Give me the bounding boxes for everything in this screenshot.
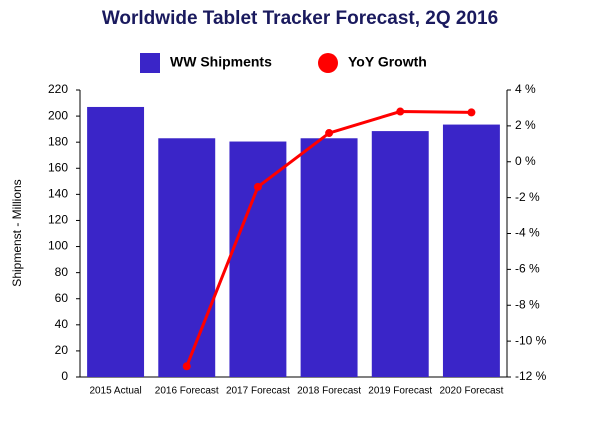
point <box>396 107 405 116</box>
y2-tick-label: 0 % <box>515 154 536 168</box>
y-tick-label: 200 <box>48 108 68 122</box>
y2-tick-label: 4 % <box>515 82 536 96</box>
bar <box>229 141 287 377</box>
legend-marker <box>318 53 338 73</box>
y-tick-label: 0 <box>61 369 68 383</box>
y-axis-title: Shipmenst - Millions <box>10 179 24 286</box>
y-tick-label: 40 <box>55 317 69 331</box>
y-tick-label: 120 <box>48 213 68 227</box>
y2-tick-label: -4 % <box>515 226 540 240</box>
bar <box>371 131 429 377</box>
y-tick-label: 140 <box>48 187 68 201</box>
y-tick-label: 20 <box>55 343 69 357</box>
point <box>182 362 191 371</box>
y-tick-label: 60 <box>55 291 69 305</box>
point <box>325 129 334 138</box>
point <box>253 182 262 191</box>
bar <box>300 138 358 377</box>
legend-label: WW Shipments <box>170 54 272 70</box>
y2-tick-label: -8 % <box>515 297 540 311</box>
y2-tick-label: -12 % <box>515 369 547 383</box>
x-tick-label: 2017 Forecast <box>226 386 290 397</box>
y-tick-label: 160 <box>48 160 68 174</box>
x-tick-label: 2019 Forecast <box>368 386 432 397</box>
y-tick-label: 180 <box>48 134 68 148</box>
bar <box>158 138 216 377</box>
x-tick-label: 2016 Forecast <box>155 386 219 397</box>
legend-marker <box>140 53 160 73</box>
bar <box>442 124 500 377</box>
x-tick-label: 2015 Actual <box>89 386 141 397</box>
bar <box>87 106 145 377</box>
x-tick-label: 2020 Forecast <box>439 386 503 397</box>
y-tick-label: 220 <box>48 82 68 96</box>
y-tick-label: 100 <box>48 239 68 253</box>
point <box>467 108 476 117</box>
chart-title: Worldwide Tablet Tracker Forecast, 2Q 20… <box>102 8 498 29</box>
y2-tick-label: -6 % <box>515 262 540 276</box>
y-tick-label: 80 <box>55 265 69 279</box>
legend-label: YoY Growth <box>348 54 427 70</box>
x-tick-label: 2018 Forecast <box>297 386 361 397</box>
y2-tick-label: -10 % <box>515 333 547 347</box>
y2-tick-label: -2 % <box>515 190 540 204</box>
y2-tick-label: 2 % <box>515 118 536 132</box>
